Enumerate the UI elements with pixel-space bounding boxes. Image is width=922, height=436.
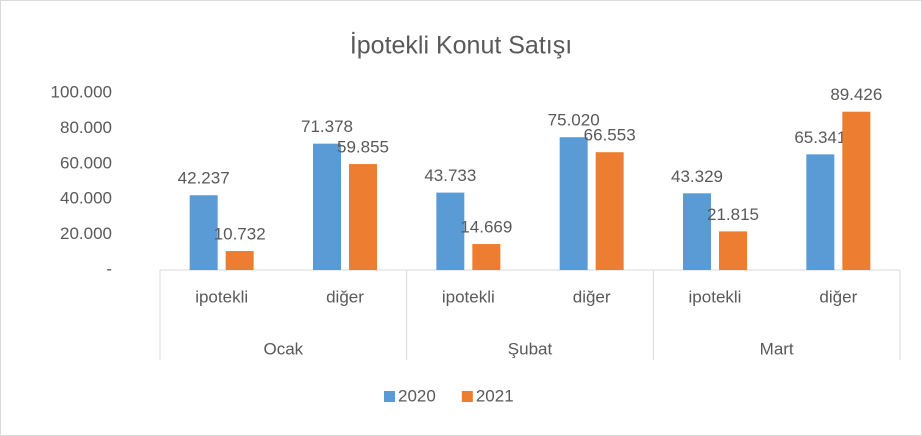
bar xyxy=(595,152,624,270)
chart-title: İpotekli Konut Satışı xyxy=(350,31,572,60)
legend-swatch xyxy=(384,391,395,402)
value-label: 75.020 xyxy=(548,111,600,130)
bar xyxy=(806,154,835,270)
x-tick-label: diğer xyxy=(819,287,857,306)
value-label: 66.553 xyxy=(584,126,636,145)
y-tick-label: 100.000 xyxy=(51,82,112,101)
y-tick-label: 40.000 xyxy=(60,189,112,208)
group-label: Ocak xyxy=(263,339,303,358)
value-label: 59.855 xyxy=(337,138,389,157)
value-label: 14.669 xyxy=(460,218,512,237)
y-tick-label: 60.000 xyxy=(60,153,112,172)
bar xyxy=(559,137,588,270)
value-label: 43.733 xyxy=(424,166,476,185)
value-label: 89.426 xyxy=(830,85,882,104)
x-tick-label: ipotekli xyxy=(195,287,248,306)
value-label: 65.341 xyxy=(794,128,846,147)
group-label: Mart xyxy=(760,339,794,358)
bar xyxy=(349,164,377,270)
value-label: 42.237 xyxy=(178,169,230,188)
x-tick-label: diğer xyxy=(326,287,364,306)
bar xyxy=(313,143,341,270)
y-tick-label: - xyxy=(106,259,112,278)
group-label: Şubat xyxy=(508,339,553,358)
x-tick-label: ipotekli xyxy=(689,287,742,306)
bar xyxy=(436,192,465,270)
x-tick-label: diğer xyxy=(573,287,611,306)
value-label: 71.378 xyxy=(301,117,353,136)
bar xyxy=(842,111,871,271)
legend-label: 2021 xyxy=(476,386,514,405)
value-label: 10.732 xyxy=(214,224,266,243)
x-tick-label: ipotekli xyxy=(442,287,495,306)
value-label: 21.815 xyxy=(707,205,759,224)
bar xyxy=(472,244,501,270)
bar xyxy=(189,195,218,270)
bar xyxy=(683,193,711,270)
y-tick-label: 20.000 xyxy=(60,224,112,243)
y-tick-label: 80.000 xyxy=(60,118,112,137)
value-label: 43.329 xyxy=(671,167,723,186)
legend-swatch xyxy=(461,391,473,402)
bar xyxy=(719,231,747,270)
legend-label: 2020 xyxy=(398,386,436,405)
bar xyxy=(225,251,254,270)
